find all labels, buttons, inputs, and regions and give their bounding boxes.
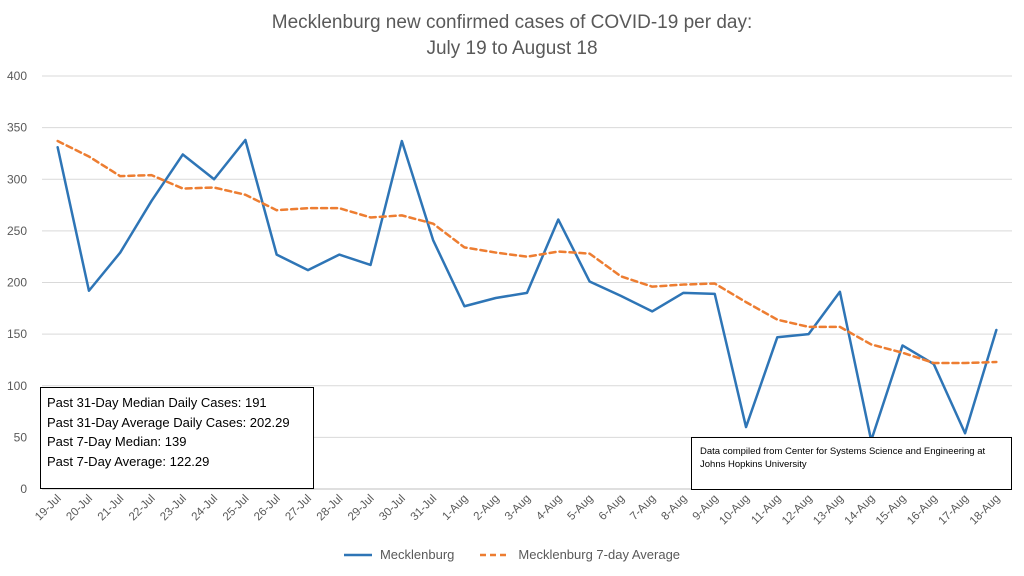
legend-swatch-solid bbox=[343, 553, 372, 556]
legend-item-mecklenburg: Mecklenburg bbox=[343, 547, 455, 562]
x-tick-label: 19-Jul bbox=[33, 493, 64, 524]
x-tick-label: 28-Jul bbox=[315, 493, 346, 524]
x-tick-label: 23-Jul bbox=[158, 493, 189, 524]
x-tick-label: 29-Jul bbox=[346, 493, 377, 524]
x-tick-label: 21-Jul bbox=[96, 493, 127, 524]
legend-item-7-day-average: Mecklenburg 7-day Average bbox=[480, 547, 680, 562]
stat-7-day-average: Past 7-Day Average: 122.29 bbox=[47, 453, 210, 469]
x-tick-label: 9-Aug bbox=[691, 493, 721, 523]
chart-title-line-1: Mecklenburg new confirmed cases of COVID… bbox=[271, 12, 753, 33]
x-tick-label: 10-Aug bbox=[717, 493, 752, 528]
x-tick-label: 13-Aug bbox=[811, 493, 846, 528]
y-tick-label: 150 bbox=[7, 327, 27, 341]
x-tick-label: 30-Jul bbox=[377, 493, 408, 524]
x-tick-label: 27-Jul bbox=[283, 493, 314, 524]
y-tick-label: 100 bbox=[7, 379, 27, 393]
x-tick-label: 24-Jul bbox=[190, 493, 221, 524]
x-tick-label: 11-Aug bbox=[749, 493, 783, 527]
legend-label: Mecklenburg 7-day Average bbox=[518, 547, 681, 562]
y-tick-label: 400 bbox=[7, 69, 27, 83]
legend-swatch-dashed bbox=[480, 553, 511, 556]
x-tick-label: 1-Aug bbox=[440, 493, 470, 523]
chart-title-line-2: July 19 to August 18 bbox=[426, 38, 598, 59]
x-tick-label: 15-Aug bbox=[874, 493, 909, 528]
x-tick-label: 4-Aug bbox=[534, 493, 564, 523]
stat-7-day-median: Past 7-Day Median: 139 bbox=[47, 434, 187, 449]
stat-31-day-average: Past 31-Day Average Daily Cases: 202.29 bbox=[47, 414, 290, 430]
legend-label: Mecklenburg bbox=[379, 547, 455, 562]
x-tick-label: 8-Aug bbox=[659, 493, 689, 523]
data-source-note: Data compiled from Center for Systems Sc… bbox=[691, 437, 1012, 490]
y-tick-label: 350 bbox=[7, 121, 27, 135]
series-line-mecklenburg bbox=[56, 138, 998, 442]
y-tick-label: 250 bbox=[7, 224, 27, 238]
y-tick-label: 0 bbox=[20, 482, 27, 496]
y-tick-label: 50 bbox=[14, 430, 28, 444]
stat-31-day-median: Past 31-Day Median Daily Cases: 191 bbox=[47, 395, 267, 410]
stats-box: Past 31-Day Median Daily Cases: 191 Past… bbox=[40, 387, 314, 489]
y-tick-label: 300 bbox=[7, 172, 27, 186]
x-tick-label: 31-Jul bbox=[409, 493, 440, 524]
chart-legend: Mecklenburg Mecklenburg 7-day Average bbox=[0, 547, 1024, 562]
x-tick-label: 14-Aug bbox=[843, 493, 878, 528]
x-tick-label: 22-Jul bbox=[127, 493, 158, 524]
x-tick-label: 12-Aug bbox=[780, 493, 815, 528]
x-tick-label: 18-Aug bbox=[968, 493, 1003, 528]
y-tick-label: 200 bbox=[7, 276, 27, 290]
x-tick-label: 16-Aug bbox=[905, 493, 940, 528]
x-tick-label: 25-Jul bbox=[221, 493, 252, 524]
x-tick-label: 20-Jul bbox=[64, 493, 95, 524]
x-tick-label: 17-Aug bbox=[936, 493, 971, 528]
x-tick-label: 26-Jul bbox=[252, 493, 283, 524]
x-tick-label: 3-Aug bbox=[503, 493, 533, 523]
x-tick-label: 5-Aug bbox=[566, 493, 596, 523]
x-tick-label: 2-Aug bbox=[472, 493, 502, 523]
x-tick-label: 6-Aug bbox=[597, 493, 627, 523]
x-tick-label: 7-Aug bbox=[628, 493, 658, 523]
series-line-7-day-average bbox=[56, 139, 998, 365]
